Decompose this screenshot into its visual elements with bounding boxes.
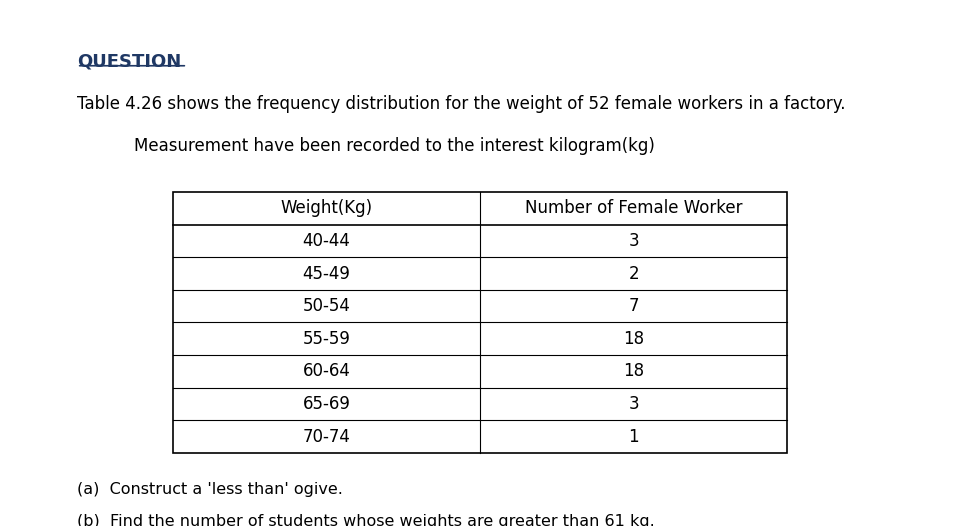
- Text: 70-74: 70-74: [302, 428, 350, 446]
- Text: QUESTION: QUESTION: [77, 53, 181, 70]
- Text: 3: 3: [628, 395, 639, 413]
- Text: Number of Female Worker: Number of Female Worker: [525, 199, 742, 217]
- Text: 55-59: 55-59: [302, 330, 350, 348]
- Text: Table 4.26 shows the frequency distribution for the weight of 52 female workers : Table 4.26 shows the frequency distribut…: [77, 95, 846, 113]
- Text: (a)  Construct a 'less than' ogive.: (a) Construct a 'less than' ogive.: [77, 482, 343, 497]
- Text: 65-69: 65-69: [302, 395, 350, 413]
- Text: 18: 18: [623, 362, 644, 380]
- Text: 40-44: 40-44: [302, 232, 350, 250]
- Text: 18: 18: [623, 330, 644, 348]
- Text: (b)  Find the number of students whose weights are greater than 61 kg.: (b) Find the number of students whose we…: [77, 514, 655, 526]
- Text: Measurement have been recorded to the interest kilogram(kg): Measurement have been recorded to the in…: [134, 137, 656, 155]
- Text: 3: 3: [628, 232, 639, 250]
- Text: 60-64: 60-64: [302, 362, 350, 380]
- Text: 50-54: 50-54: [302, 297, 350, 315]
- Text: 1: 1: [628, 428, 639, 446]
- Bar: [173, 192, 787, 453]
- Text: 7: 7: [629, 297, 638, 315]
- Text: 2: 2: [628, 265, 639, 282]
- Text: Weight(Kg): Weight(Kg): [280, 199, 372, 217]
- Text: 45-49: 45-49: [302, 265, 350, 282]
